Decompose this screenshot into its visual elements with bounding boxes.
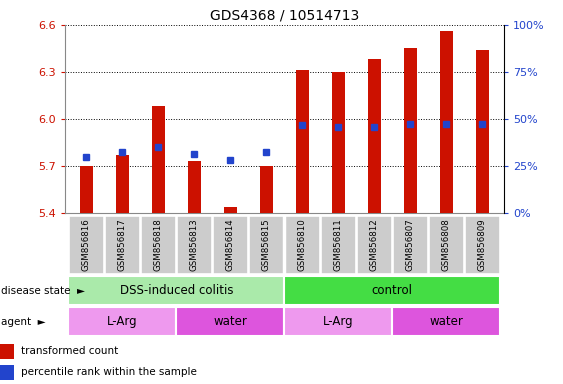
Text: DSS-induced colitis: DSS-induced colitis bbox=[119, 285, 233, 297]
FancyBboxPatch shape bbox=[284, 276, 501, 305]
Bar bbox=[476, 50, 489, 213]
Bar bbox=[260, 166, 272, 213]
FancyBboxPatch shape bbox=[141, 216, 176, 274]
Text: GSM856818: GSM856818 bbox=[154, 218, 163, 271]
FancyBboxPatch shape bbox=[68, 276, 284, 305]
Bar bbox=[152, 106, 164, 213]
Text: GSM856808: GSM856808 bbox=[442, 218, 451, 271]
Text: GSM856816: GSM856816 bbox=[82, 218, 91, 271]
Bar bbox=[440, 31, 453, 213]
FancyBboxPatch shape bbox=[249, 216, 284, 274]
FancyBboxPatch shape bbox=[393, 216, 427, 274]
Text: GSM856813: GSM856813 bbox=[190, 218, 199, 271]
Bar bbox=[188, 161, 200, 213]
Text: percentile rank within the sample: percentile rank within the sample bbox=[21, 367, 197, 377]
FancyBboxPatch shape bbox=[177, 216, 212, 274]
Text: GSM856809: GSM856809 bbox=[478, 218, 487, 271]
Text: L-Arg: L-Arg bbox=[323, 315, 354, 328]
Bar bbox=[296, 70, 309, 213]
FancyBboxPatch shape bbox=[284, 307, 392, 336]
Text: GSM856814: GSM856814 bbox=[226, 218, 235, 271]
Text: GSM856812: GSM856812 bbox=[370, 218, 379, 271]
FancyBboxPatch shape bbox=[68, 307, 176, 336]
FancyBboxPatch shape bbox=[213, 216, 248, 274]
FancyBboxPatch shape bbox=[285, 216, 320, 274]
Bar bbox=[80, 166, 93, 213]
Text: water: water bbox=[213, 315, 247, 328]
FancyBboxPatch shape bbox=[105, 216, 140, 274]
Text: GSM856810: GSM856810 bbox=[298, 218, 307, 271]
FancyBboxPatch shape bbox=[392, 307, 501, 336]
Bar bbox=[224, 207, 236, 213]
FancyBboxPatch shape bbox=[321, 216, 356, 274]
FancyBboxPatch shape bbox=[69, 216, 104, 274]
Text: GSM856811: GSM856811 bbox=[334, 218, 343, 271]
Title: GDS4368 / 10514713: GDS4368 / 10514713 bbox=[209, 8, 359, 22]
Text: control: control bbox=[372, 285, 413, 297]
Text: GSM856815: GSM856815 bbox=[262, 218, 271, 271]
FancyBboxPatch shape bbox=[357, 216, 392, 274]
Bar bbox=[332, 72, 345, 213]
Bar bbox=[404, 48, 417, 213]
FancyBboxPatch shape bbox=[465, 216, 499, 274]
FancyBboxPatch shape bbox=[176, 307, 284, 336]
Text: L-Arg: L-Arg bbox=[107, 315, 137, 328]
Bar bbox=[368, 60, 381, 213]
Text: agent  ►: agent ► bbox=[1, 316, 46, 327]
Text: water: water bbox=[430, 315, 463, 328]
FancyBboxPatch shape bbox=[429, 216, 463, 274]
Text: transformed count: transformed count bbox=[21, 346, 119, 356]
Text: disease state  ►: disease state ► bbox=[1, 286, 85, 296]
Text: GSM856817: GSM856817 bbox=[118, 218, 127, 271]
Text: GSM856807: GSM856807 bbox=[406, 218, 415, 271]
Bar bbox=[116, 155, 128, 213]
